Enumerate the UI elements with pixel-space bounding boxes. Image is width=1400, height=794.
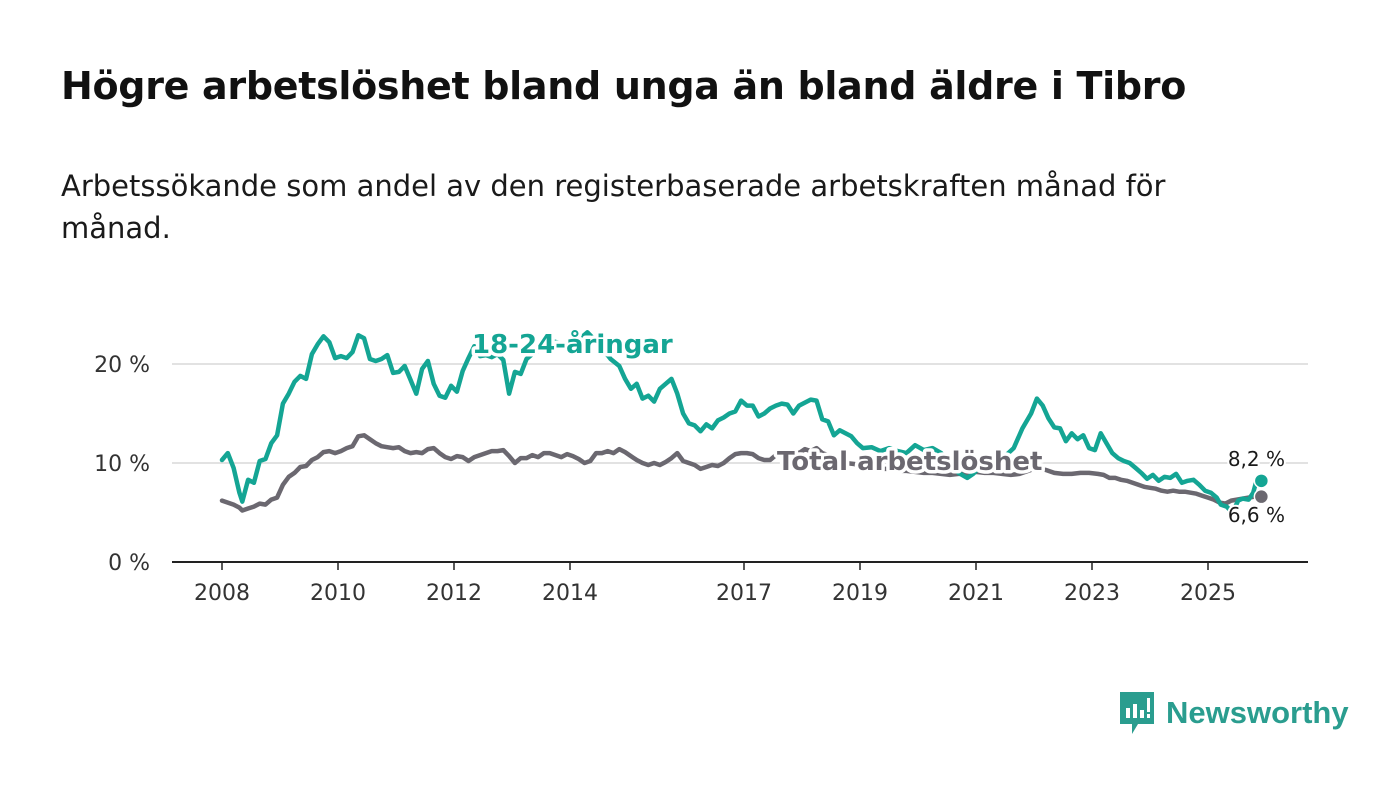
end-marker-total	[1253, 488, 1270, 505]
x-tick-label: 2025	[1180, 581, 1236, 606]
x-tick-label: 2023	[1064, 581, 1120, 606]
x-tick-label: 2017	[716, 581, 772, 606]
chart-labels: 18-24-åringar Total arbetslöshet 8,2 % 6,6 …	[469, 325, 1288, 530]
newsworthy-logo-icon	[1120, 692, 1154, 734]
grid-lines	[172, 363, 1308, 464]
y-tick-label: 0 %	[108, 551, 150, 576]
brand-logo[interactable]: Newsworthy	[1118, 690, 1349, 736]
x-tick-label: 2010	[310, 581, 366, 606]
series-line-youth	[219, 330, 1264, 515]
end-marker-youth	[1253, 473, 1270, 489]
series-line-total	[219, 433, 1264, 513]
y-tick-label: 10 %	[94, 452, 150, 477]
x-tick-label: 2012	[426, 581, 482, 606]
end-value-youth: 8,2 %	[1228, 447, 1285, 471]
series-lines	[219, 330, 1270, 515]
page-title: Högre arbetslöshet bland unga än bland ä…	[61, 64, 1187, 108]
x-tick-label: 2019	[832, 581, 888, 606]
series-label-youth: 18-24-åringar	[472, 328, 673, 360]
brand-name: Newsworthy	[1166, 695, 1349, 730]
x-tick-label: 2014	[542, 581, 598, 606]
x-tick-label: 2021	[948, 581, 1004, 606]
end-value-total: 6,6 %	[1228, 503, 1285, 527]
series-label-total: Total arbetslöshet	[777, 447, 1042, 477]
x-tick-label: 2008	[194, 581, 250, 606]
axes: 0 % 10 % 20 % 2008 2010 2012 2014 2017 2019 2021 2…	[94, 353, 1308, 606]
page-subtitle: Arbetssökande som andel av den registerb…	[61, 169, 1166, 245]
y-tick-label: 20 %	[94, 353, 150, 378]
